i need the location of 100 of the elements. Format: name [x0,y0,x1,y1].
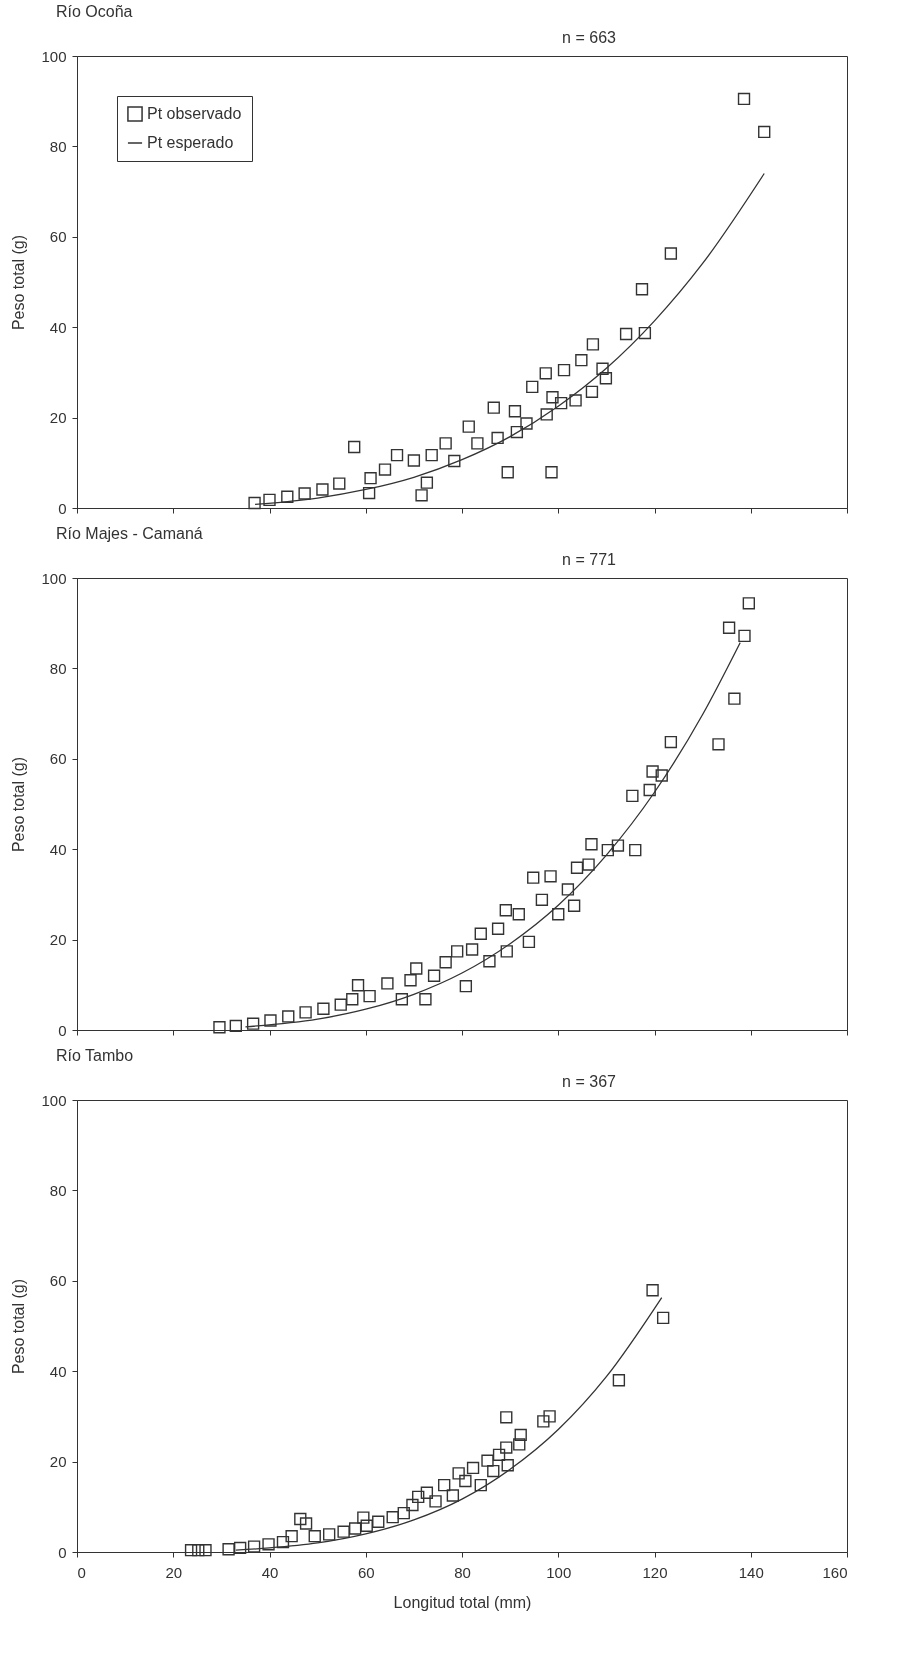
point [501,466,514,479]
point [448,454,461,468]
point [500,1441,513,1454]
point [569,394,582,407]
point [415,489,428,502]
point [213,1021,226,1034]
point [728,692,741,705]
point [619,327,633,341]
point [585,385,599,399]
point [611,839,625,852]
point [742,597,755,610]
point [501,1459,514,1472]
point [298,487,311,500]
point [474,927,487,940]
point [557,363,571,377]
point [758,125,771,139]
point [451,945,464,958]
point [386,1511,399,1524]
point [262,1538,275,1551]
point [439,956,452,969]
y-tick-label: 0 [58,1021,67,1039]
point [481,1454,494,1467]
point [561,883,575,896]
x-tick-label: 140 [738,1563,764,1581]
point [406,1498,419,1512]
y-tick-label: 100 [41,1091,67,1109]
point [526,380,539,394]
point [491,922,505,935]
point [537,1415,550,1428]
point [248,496,261,510]
y-tick-label: 80 [49,1181,67,1199]
x-tick-label: 120 [642,1563,668,1581]
point [446,1489,460,1502]
chart-title: Río Majes - Camaná [55,525,203,542]
point [410,962,423,975]
point [233,1541,247,1555]
x-tick-label: 160 [822,1563,848,1581]
text: n = 771 [562,551,617,568]
point [513,1438,526,1451]
point [570,861,584,874]
point [419,993,432,1006]
point [466,1461,480,1475]
point [535,893,549,906]
x-tick-label: 40 [261,1563,279,1581]
legend-label: Pt observado [147,105,242,122]
point [552,908,565,921]
point [635,283,649,296]
point [500,945,513,958]
point [599,372,613,385]
y-tick-label: 100 [41,569,67,587]
point [351,979,365,992]
point [427,969,441,982]
point [452,1467,465,1480]
y-tick-label: 20 [49,409,67,427]
point [285,1530,298,1543]
point [575,354,588,367]
point [471,437,484,450]
y-tick-label: 0 [58,499,67,517]
x-tick-label: 60 [357,1563,375,1581]
y-tick-label: 80 [49,137,67,155]
point [308,1530,321,1543]
y-tick-label: 60 [49,228,67,246]
point [722,621,736,634]
point [229,1019,242,1033]
point [438,1478,451,1492]
point [264,1014,277,1027]
point [247,1540,261,1553]
y-tick-label: 20 [49,1453,67,1471]
point [337,1525,350,1538]
point [459,979,473,993]
point [395,993,409,1006]
point [626,789,639,803]
point [738,629,751,643]
y-tick-label: 40 [49,840,67,858]
text: n = 367 [562,1073,617,1090]
point [334,998,347,1011]
y-tick-label: 80 [49,659,67,677]
point [425,448,438,462]
point [184,1544,198,1557]
point [596,362,609,375]
point [508,405,522,418]
point [323,1528,336,1541]
point [364,471,377,485]
point [281,490,294,503]
point [540,408,553,421]
point [543,1410,556,1423]
point [491,431,504,445]
point [465,943,479,956]
point [372,1515,385,1528]
y-tick-label: 40 [49,1362,67,1380]
point [459,1474,472,1488]
point [612,1374,626,1387]
point [246,1017,260,1030]
point [199,1544,212,1557]
point [656,1311,670,1325]
point [520,417,533,430]
point [539,367,552,380]
point [567,899,581,912]
y-tick-label: 40 [49,318,67,336]
x-tick-label: 100 [546,1563,572,1581]
